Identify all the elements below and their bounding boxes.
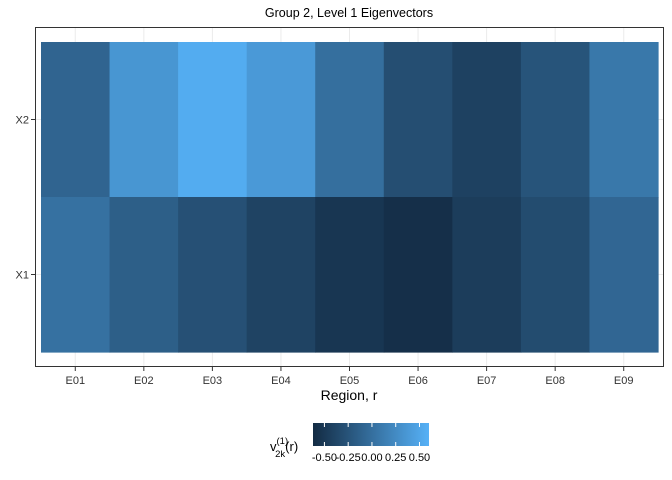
legend-tick-label: 0.25: [385, 452, 406, 464]
x-tick-label: E05: [340, 375, 360, 387]
heatmap-cell-X1-E05: [315, 197, 385, 353]
heatmap-cell-X2-E01: [41, 42, 111, 198]
heatmap-cell-X1-E03: [178, 197, 248, 353]
legend-tick-label: 0.50: [409, 452, 430, 464]
heatmap-cell-X2-E08: [520, 42, 591, 198]
heatmap-cell-X2-E03: [178, 42, 248, 198]
heatmap-cell-X2-E02: [109, 42, 179, 198]
legend-tick-label: -0.50: [312, 452, 337, 464]
x-tick-label: E06: [408, 375, 428, 387]
x-tick-label: E08: [545, 375, 565, 387]
heatmap-cell-X1-E08: [520, 197, 591, 353]
legend-title-subscript: 2k: [275, 449, 285, 460]
heatmap-cell-X1-E09: [589, 197, 659, 353]
legend-ticks: -0.50-0.25 0.00 0.25 0.50: [312, 423, 430, 464]
x-tick-label: E07: [477, 375, 497, 387]
heatmap-cell-X2-E04: [246, 42, 316, 198]
legend-title-main: v: [270, 439, 277, 454]
legend-title-suffix: (r): [285, 439, 298, 454]
heatmap-cell-X1-E06: [383, 197, 453, 353]
y-axis: X2 X1: [16, 115, 35, 282]
legend-title-superscript: (1): [277, 436, 289, 447]
legend-colorbar: [313, 423, 429, 446]
heatmap-cell-X2-E06: [383, 42, 453, 198]
heatmap-cell-X1-E01: [41, 197, 111, 353]
heatmap-cell-X2-E05: [315, 42, 385, 198]
x-tick-label: E02: [134, 375, 154, 387]
heatmap-cell-X2-E09: [589, 42, 659, 198]
legend-tick-label: -0.25: [336, 452, 361, 464]
legend-tick-label: 0.00: [361, 452, 382, 464]
chart-title: Group 2, Level 1 Eigenvectors: [265, 6, 433, 20]
heatmap-cell-X1-E02: [109, 197, 179, 353]
heatmap-cells: [41, 42, 659, 353]
x-axis: E01 E02 E03 E04 E05 E06 E07 E08 E09: [65, 367, 634, 387]
color-legend: v(1) 2k(r) -0.50-0.25 0.00 0.25 0.50: [270, 423, 430, 464]
y-tick-label: X1: [16, 270, 29, 282]
x-tick-label: E04: [271, 375, 291, 387]
panel-border: [35, 27, 664, 367]
y-tick-label: X2: [16, 115, 29, 127]
x-tick-label: E09: [614, 375, 634, 387]
heatmap-cell-X1-E04: [246, 197, 316, 353]
x-tick-label: E01: [65, 375, 85, 387]
x-axis-title: Region, r: [321, 387, 378, 403]
x-tick-label: E03: [203, 375, 223, 387]
heatmap-cell-X1-E07: [452, 197, 522, 353]
legend-title: v(1) 2k(r): [270, 436, 298, 460]
heatmap-cell-X2-E07: [452, 42, 522, 198]
